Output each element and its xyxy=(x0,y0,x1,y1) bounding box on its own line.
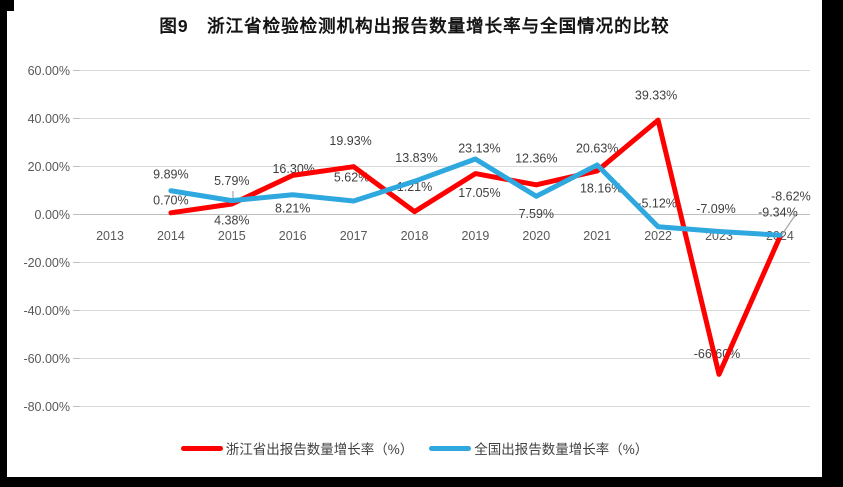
data-label: 23.13% xyxy=(458,141,500,155)
data-label: -7.09% xyxy=(696,202,736,216)
x-axis-label: 2022 xyxy=(644,229,672,243)
y-axis-label: 60.00% xyxy=(28,64,70,78)
data-label: 5.79% xyxy=(214,174,249,188)
legend-swatch-national-line xyxy=(429,445,472,451)
data-label: 18.16% xyxy=(580,181,622,195)
label-leader-line xyxy=(780,213,797,237)
x-axis-label: 2015 xyxy=(218,229,246,243)
data-label: 12.36% xyxy=(515,151,557,165)
x-axis-label: 2018 xyxy=(401,229,429,243)
y-axis-label: -40.00% xyxy=(23,304,70,318)
y-axis-label: 40.00% xyxy=(28,112,70,126)
data-label: 19.93% xyxy=(329,134,371,148)
x-axis-label: 2020 xyxy=(522,229,550,243)
data-label: 4.38% xyxy=(214,213,249,227)
x-axis-label: 2013 xyxy=(96,229,124,243)
data-label: 9.89% xyxy=(153,167,188,181)
data-label: 17.05% xyxy=(458,186,500,200)
legend-label-zhejiang: 浙江省出报告数量增长率（%） xyxy=(225,442,414,457)
data-label: 13.83% xyxy=(395,151,437,165)
legend-item-zhejiang[interactable]: 浙江省出报告数量增长率（%） xyxy=(180,438,414,458)
data-label: -5.12% xyxy=(637,196,677,210)
x-axis-label: 2021 xyxy=(583,229,611,243)
page-corner-mark xyxy=(0,0,14,11)
y-axis-label: -20.00% xyxy=(23,256,70,270)
x-axis-label: 2014 xyxy=(157,229,185,243)
data-label: 8.21% xyxy=(275,201,310,215)
data-label: 20.63% xyxy=(576,141,618,155)
legend-item-national[interactable]: 全国出报告数量增长率（%） xyxy=(429,438,648,458)
legend-swatch-zhejiang-line xyxy=(180,445,223,451)
page-border-bottom xyxy=(0,477,843,487)
page-border-left xyxy=(0,0,7,487)
chart-title: 图9 浙江省检验检测机构出报告数量增长率与全国情况的比较 xyxy=(159,16,670,36)
data-label: -9.34% xyxy=(758,205,798,219)
chart-legend: 浙江省出报告数量增长率（%） 全国出报告数量增长率（%） xyxy=(7,438,822,458)
data-label: -8.62% xyxy=(771,190,811,204)
data-label: 39.33% xyxy=(635,89,677,103)
y-axis-label: -80.00% xyxy=(23,400,70,414)
series-line-national xyxy=(168,156,783,238)
page-border-right xyxy=(822,0,843,487)
data-label: 0.70% xyxy=(153,193,188,207)
y-axis-label: -60.00% xyxy=(23,352,70,366)
y-axis-label: 0.00% xyxy=(35,208,70,222)
y-axis-label: 20.00% xyxy=(28,160,70,174)
legend-label-national: 全国出报告数量增长率（%） xyxy=(474,442,649,457)
x-axis-label: 2016 xyxy=(279,229,307,243)
x-axis-label: 2017 xyxy=(340,229,368,243)
x-axis-label: 2019 xyxy=(461,229,489,243)
data-label: 7.59% xyxy=(519,207,554,221)
series-line-zhejiang xyxy=(168,117,783,377)
